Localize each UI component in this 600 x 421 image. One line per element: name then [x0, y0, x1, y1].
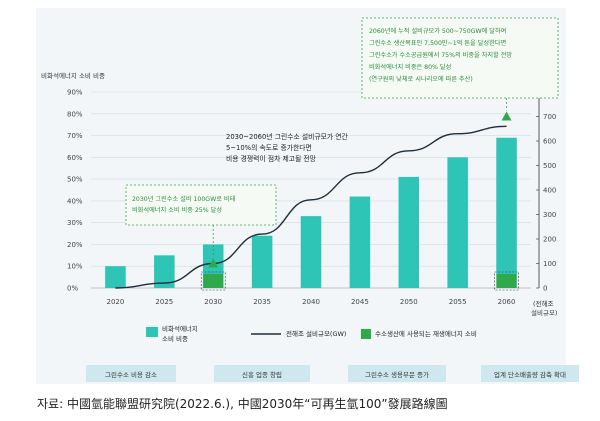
driver-boxes: 그린수소 비용 감소 신흥 업종 창립 그린수소 생용부문 증가 업계 단소배출…: [86, 365, 596, 385]
legend-bar-label-1: 비화석에너지: [162, 324, 198, 333]
driver-box-4: 업계 단소배출량 감축 확대: [481, 365, 579, 382]
source-caption: 자료: 中國氫能聯盟研究院(2022.6.), 中國2030年“可再生氫100”…: [37, 397, 448, 411]
y-tick-left: 20%: [67, 241, 83, 249]
y-tick-left: 70%: [67, 132, 83, 140]
y-tick-left: 40%: [67, 197, 83, 205]
annotation-2060-text: 그린수소 생산목표인 7,500만~1억 톤을 달성한다면: [369, 39, 506, 47]
bar: [300, 216, 322, 288]
y-tick-left: 90%: [67, 89, 83, 97]
renewable-marker-outline: [494, 271, 519, 291]
annotation-2030-text: 비화석에너지 소비 비중 25% 달성: [132, 206, 222, 214]
y-axis-label-right-2: 설비규모): [531, 308, 557, 317]
y-tick-right: 100: [543, 260, 556, 268]
y-tick-left: 80%: [67, 110, 83, 118]
legend-line-label: 전해조 설비규모(GW): [286, 329, 346, 338]
y-tick-right: 0: [543, 285, 547, 293]
electrolyzer-line: [115, 125, 507, 289]
annotation-mid-text: 5~10%의 속도로 증가한다면: [226, 143, 312, 152]
chart-svg: 비화석에너지 소비 비중 0% 10% 20% 30% 40% 50% 60% 70% 80% 9…: [41, 17, 559, 343]
x-tick-label: 2030: [204, 298, 222, 306]
annotation-2030-box: [125, 184, 277, 226]
y-tick-left: 50%: [67, 176, 83, 184]
y-tick-left: 30%: [67, 219, 83, 227]
annotation-2060-box: [361, 17, 559, 99]
driver-box-3: 그린수소 생용부문 증가: [348, 365, 446, 382]
legend-bar-swatch: [146, 327, 158, 337]
renewable-marker: [496, 274, 517, 288]
annotation-2060-text: (연구원의 낮체로 시나리오에 따른 추산): [369, 75, 473, 83]
bar: [398, 176, 420, 288]
x-tick-label: 2020: [107, 298, 125, 306]
annotation-2030-text: 2030년 그린수소 설비 100GW로 비태: [132, 195, 236, 203]
y-axis-label-right-1: (전해조: [533, 299, 553, 308]
markers: [200, 111, 519, 291]
bar: [447, 157, 468, 288]
electrolyzer-series-line: [115, 125, 507, 289]
y-tick-left: 60%: [67, 154, 83, 162]
legend-marker-label: 수소생산에 사용되는 재생에너지 소비: [375, 329, 477, 338]
y-axis-label-left: 비화석에너지 소비 비중: [41, 71, 105, 80]
bar: [154, 255, 175, 288]
annotation-mid-text: 2030~2060년 그린수소 설비규모가 연간: [226, 132, 348, 141]
x-tick-label: 2060: [498, 298, 516, 306]
x-tick-label: 2025: [155, 298, 173, 306]
chart-card: 비화석에너지 소비 비중 0% 10% 20% 30% 40% 50% 60% 70% 80% 9…: [36, 8, 579, 384]
annotation-2060-text: 2060년에 누적 설비규모가 500~750GW에 달하여: [369, 27, 506, 35]
x-tick-label: 2040: [302, 298, 320, 306]
bar: [496, 137, 517, 288]
y-tick-right: 700: [543, 113, 556, 121]
x-tick-label: 2050: [400, 298, 418, 306]
x-tick-label: 2035: [253, 298, 271, 306]
annotation-2060-text: 그린수소가 수소공급원에서 75%의 비중을 차지할 전망: [369, 51, 512, 59]
annotation-2060-text: 비화석에너지 비중은 80% 달성: [369, 63, 451, 71]
legend-marker-swatch: [361, 329, 371, 339]
milestone-triangle: [501, 111, 512, 121]
y-tick-right: 500: [543, 162, 556, 170]
bar: [105, 266, 126, 288]
y-tick-left: 10%: [67, 263, 83, 271]
milestone-triangle: [208, 258, 219, 268]
y-tick-right: 400: [543, 187, 556, 195]
y-tick-right: 200: [543, 236, 556, 244]
driver-box-2: 신흥 업종 창립: [214, 365, 310, 382]
y-tick-right: 600: [543, 138, 556, 146]
bar: [349, 196, 371, 288]
renewable-marker: [203, 274, 224, 288]
y-tick-left: 0%: [67, 285, 78, 293]
x-tick-label: 2055: [449, 298, 467, 306]
y-ticks-left: 0% 10% 20% 30% 40% 50% 60% 70% 80% 90%: [67, 89, 83, 293]
y-tick-right: 300: [543, 211, 556, 219]
bar: [251, 235, 273, 288]
legend-bar-label-2: 소비 비중: [162, 334, 188, 343]
renewable-marker-outline: [200, 271, 226, 291]
driver-box-1: 그린수소 비용 감소: [86, 365, 176, 382]
x-ticks: 2020 2025 2030 2035 2040 2045 2050 2055 2060: [107, 298, 516, 306]
annotation-mid-text: 비용 경쟁력이 점차 제고될 전망: [226, 154, 316, 163]
x-tick-label: 2045: [351, 298, 369, 306]
